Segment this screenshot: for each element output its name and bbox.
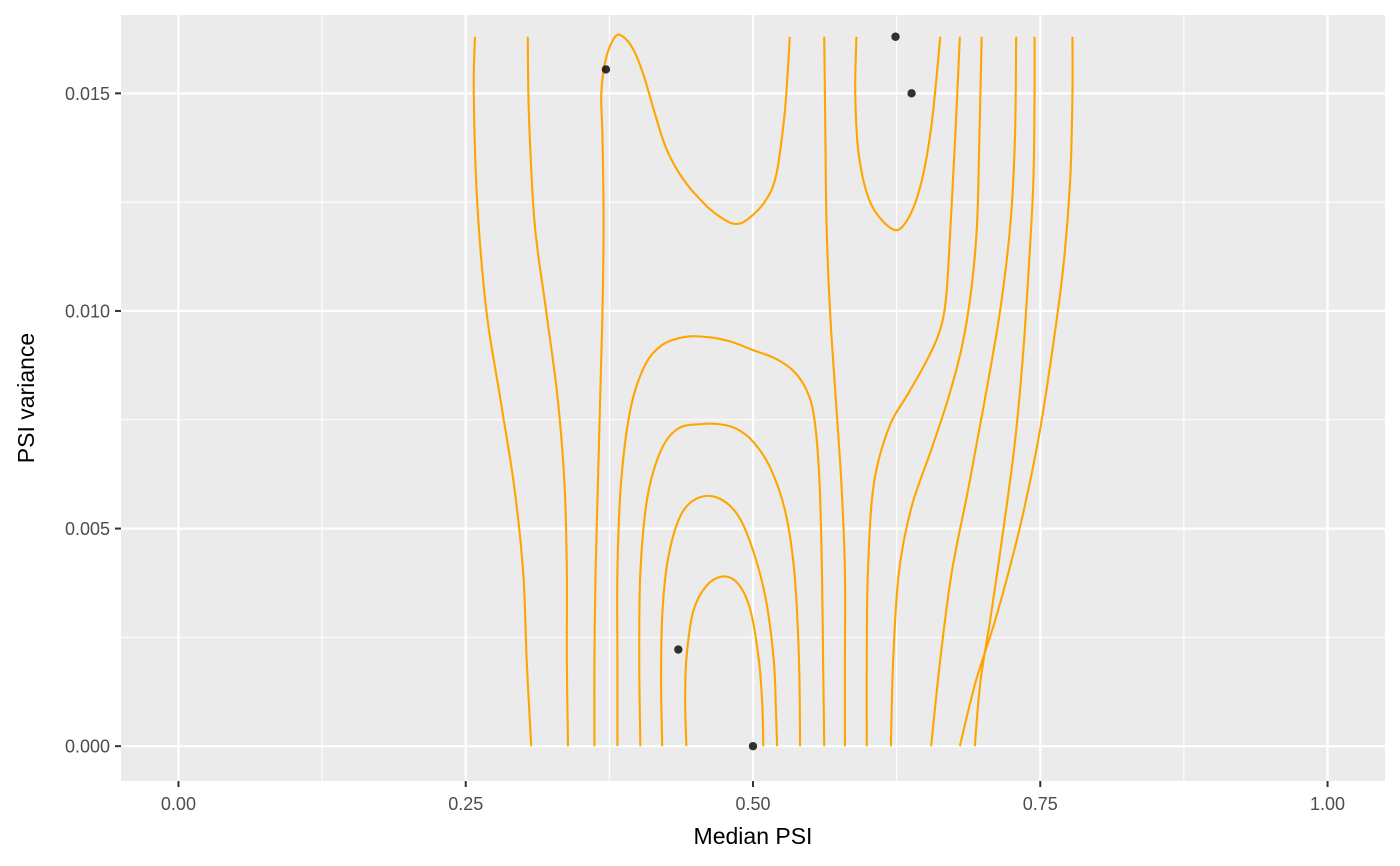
x-axis-title: Median PSI [694, 823, 813, 849]
grid-major [121, 15, 1385, 781]
contour-line-11 [930, 36, 1018, 747]
data-point-0 [601, 65, 611, 74]
y-tick-label: 0.005 [65, 519, 110, 539]
x-tick-label: 1.00 [1310, 794, 1345, 814]
y-tick-label: 0.010 [65, 301, 110, 321]
contour-line-13 [973, 36, 1036, 747]
contour-line-10 [889, 36, 983, 747]
data-point-2 [907, 89, 916, 98]
y-axis-title: PSI variance [13, 333, 39, 463]
data-point-1 [891, 32, 900, 41]
x-axis: 0.00 0.25 0.50 0.75 1.00 [161, 781, 1345, 814]
contour-line-8 [823, 36, 847, 747]
y-axis: 0.000 0.005 0.010 0.015 [65, 84, 121, 757]
contour-line-9 [865, 36, 961, 747]
contour-line-3 [593, 33, 791, 747]
contour-line-1 [526, 36, 570, 747]
x-tick-label: 0.00 [161, 794, 196, 814]
contour-line-6 [660, 494, 779, 747]
density-contours [472, 33, 1074, 747]
x-tick-label: 0.25 [448, 794, 483, 814]
contour-line-0 [472, 36, 533, 747]
x-tick-label: 0.75 [1023, 794, 1058, 814]
data-points [601, 32, 916, 751]
contour-line-7 [684, 575, 765, 747]
y-tick-label: 0.015 [65, 84, 110, 104]
contour-line-12 [854, 36, 942, 232]
contour-line-4 [616, 335, 826, 747]
y-tick-label: 0.000 [65, 737, 110, 757]
data-point-4 [748, 741, 758, 751]
contour-line-14 [958, 36, 1074, 747]
data-point-3 [674, 645, 683, 654]
contour-line-5 [638, 422, 802, 747]
x-tick-label: 0.50 [735, 794, 770, 814]
